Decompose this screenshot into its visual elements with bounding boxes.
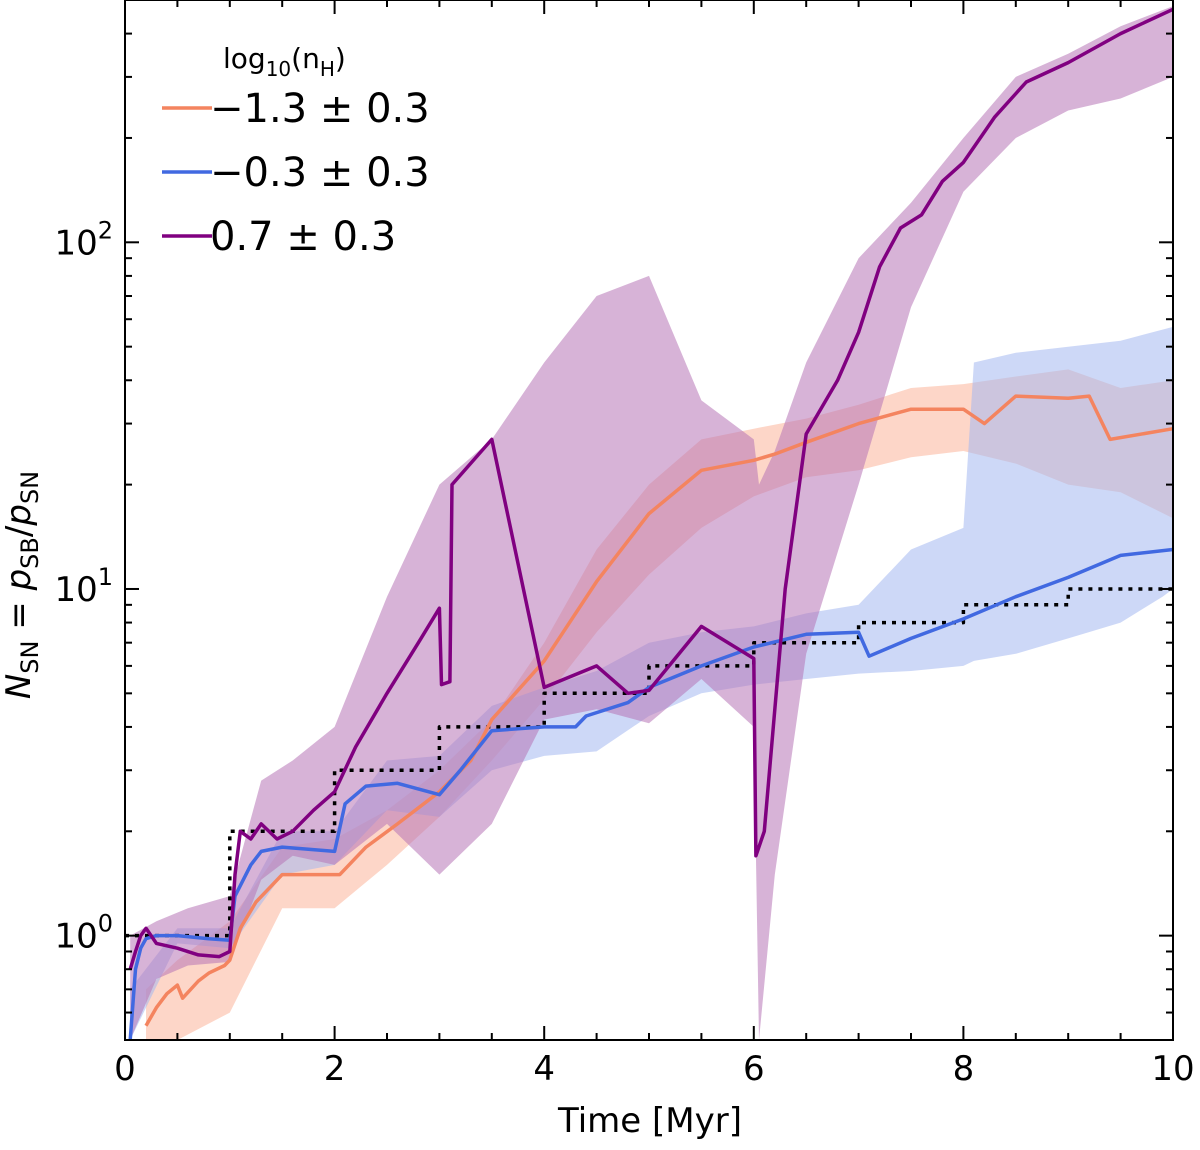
x-tick-label: 2 [324,1049,346,1089]
x-tick-label: 8 [953,1049,975,1089]
legend-title-log: log [223,42,266,75]
y-tick-label: 101 [54,563,113,610]
legend-title-sub-10: 10 [266,57,291,81]
x-tick-label: 10 [1151,1049,1194,1089]
x-axis-label: Time [Myr] [557,1101,742,1141]
legend-label-series-2: −0.3 ± 0.3 [210,150,430,196]
y-axis-label: NSN = pSB/pSN [0,471,44,699]
line-series-2 [128,547,1174,1041]
legend-title-close: ) [335,42,346,75]
x-tick-label: 4 [533,1049,555,1089]
legend-title-arg: (n [291,42,320,75]
line-expected-steps [125,587,1173,938]
series-lines [125,7,1174,1041]
legend-title-sub-h: H [320,57,335,81]
axis-ticks: 0 2 4 6 8 10 100 101 102 [54,0,1195,1089]
y-tick-label: 102 [54,216,113,263]
legend: log10(nH) −1.3 ± 0.3 −0.3 ± 0.3 0.7 ± 0.… [162,42,430,260]
legend-label-series-3: 0.7 ± 0.3 [210,214,396,260]
x-tick-label: 0 [114,1049,136,1089]
y-tick-label: 100 [54,910,113,957]
line-series-1 [144,394,1174,1027]
y-label-p1: p [0,569,39,592]
band-series-3 [130,6,1174,1041]
line-series-3 [128,7,1174,970]
x-tick-label: 6 [743,1049,765,1089]
y-label-equals: = [0,590,39,640]
y-label-sub-sn: SN [16,641,44,674]
y-label-n: N [0,674,39,699]
y-label-sub-sn2: SN [16,471,44,504]
legend-label-series-1: −1.3 ± 0.3 [210,86,430,132]
y-label-slash: / [0,525,39,537]
legend-title: log10(nH) [223,42,346,81]
y-label-sub-sb: SB [16,537,44,569]
y-label-p2: p [0,504,39,527]
